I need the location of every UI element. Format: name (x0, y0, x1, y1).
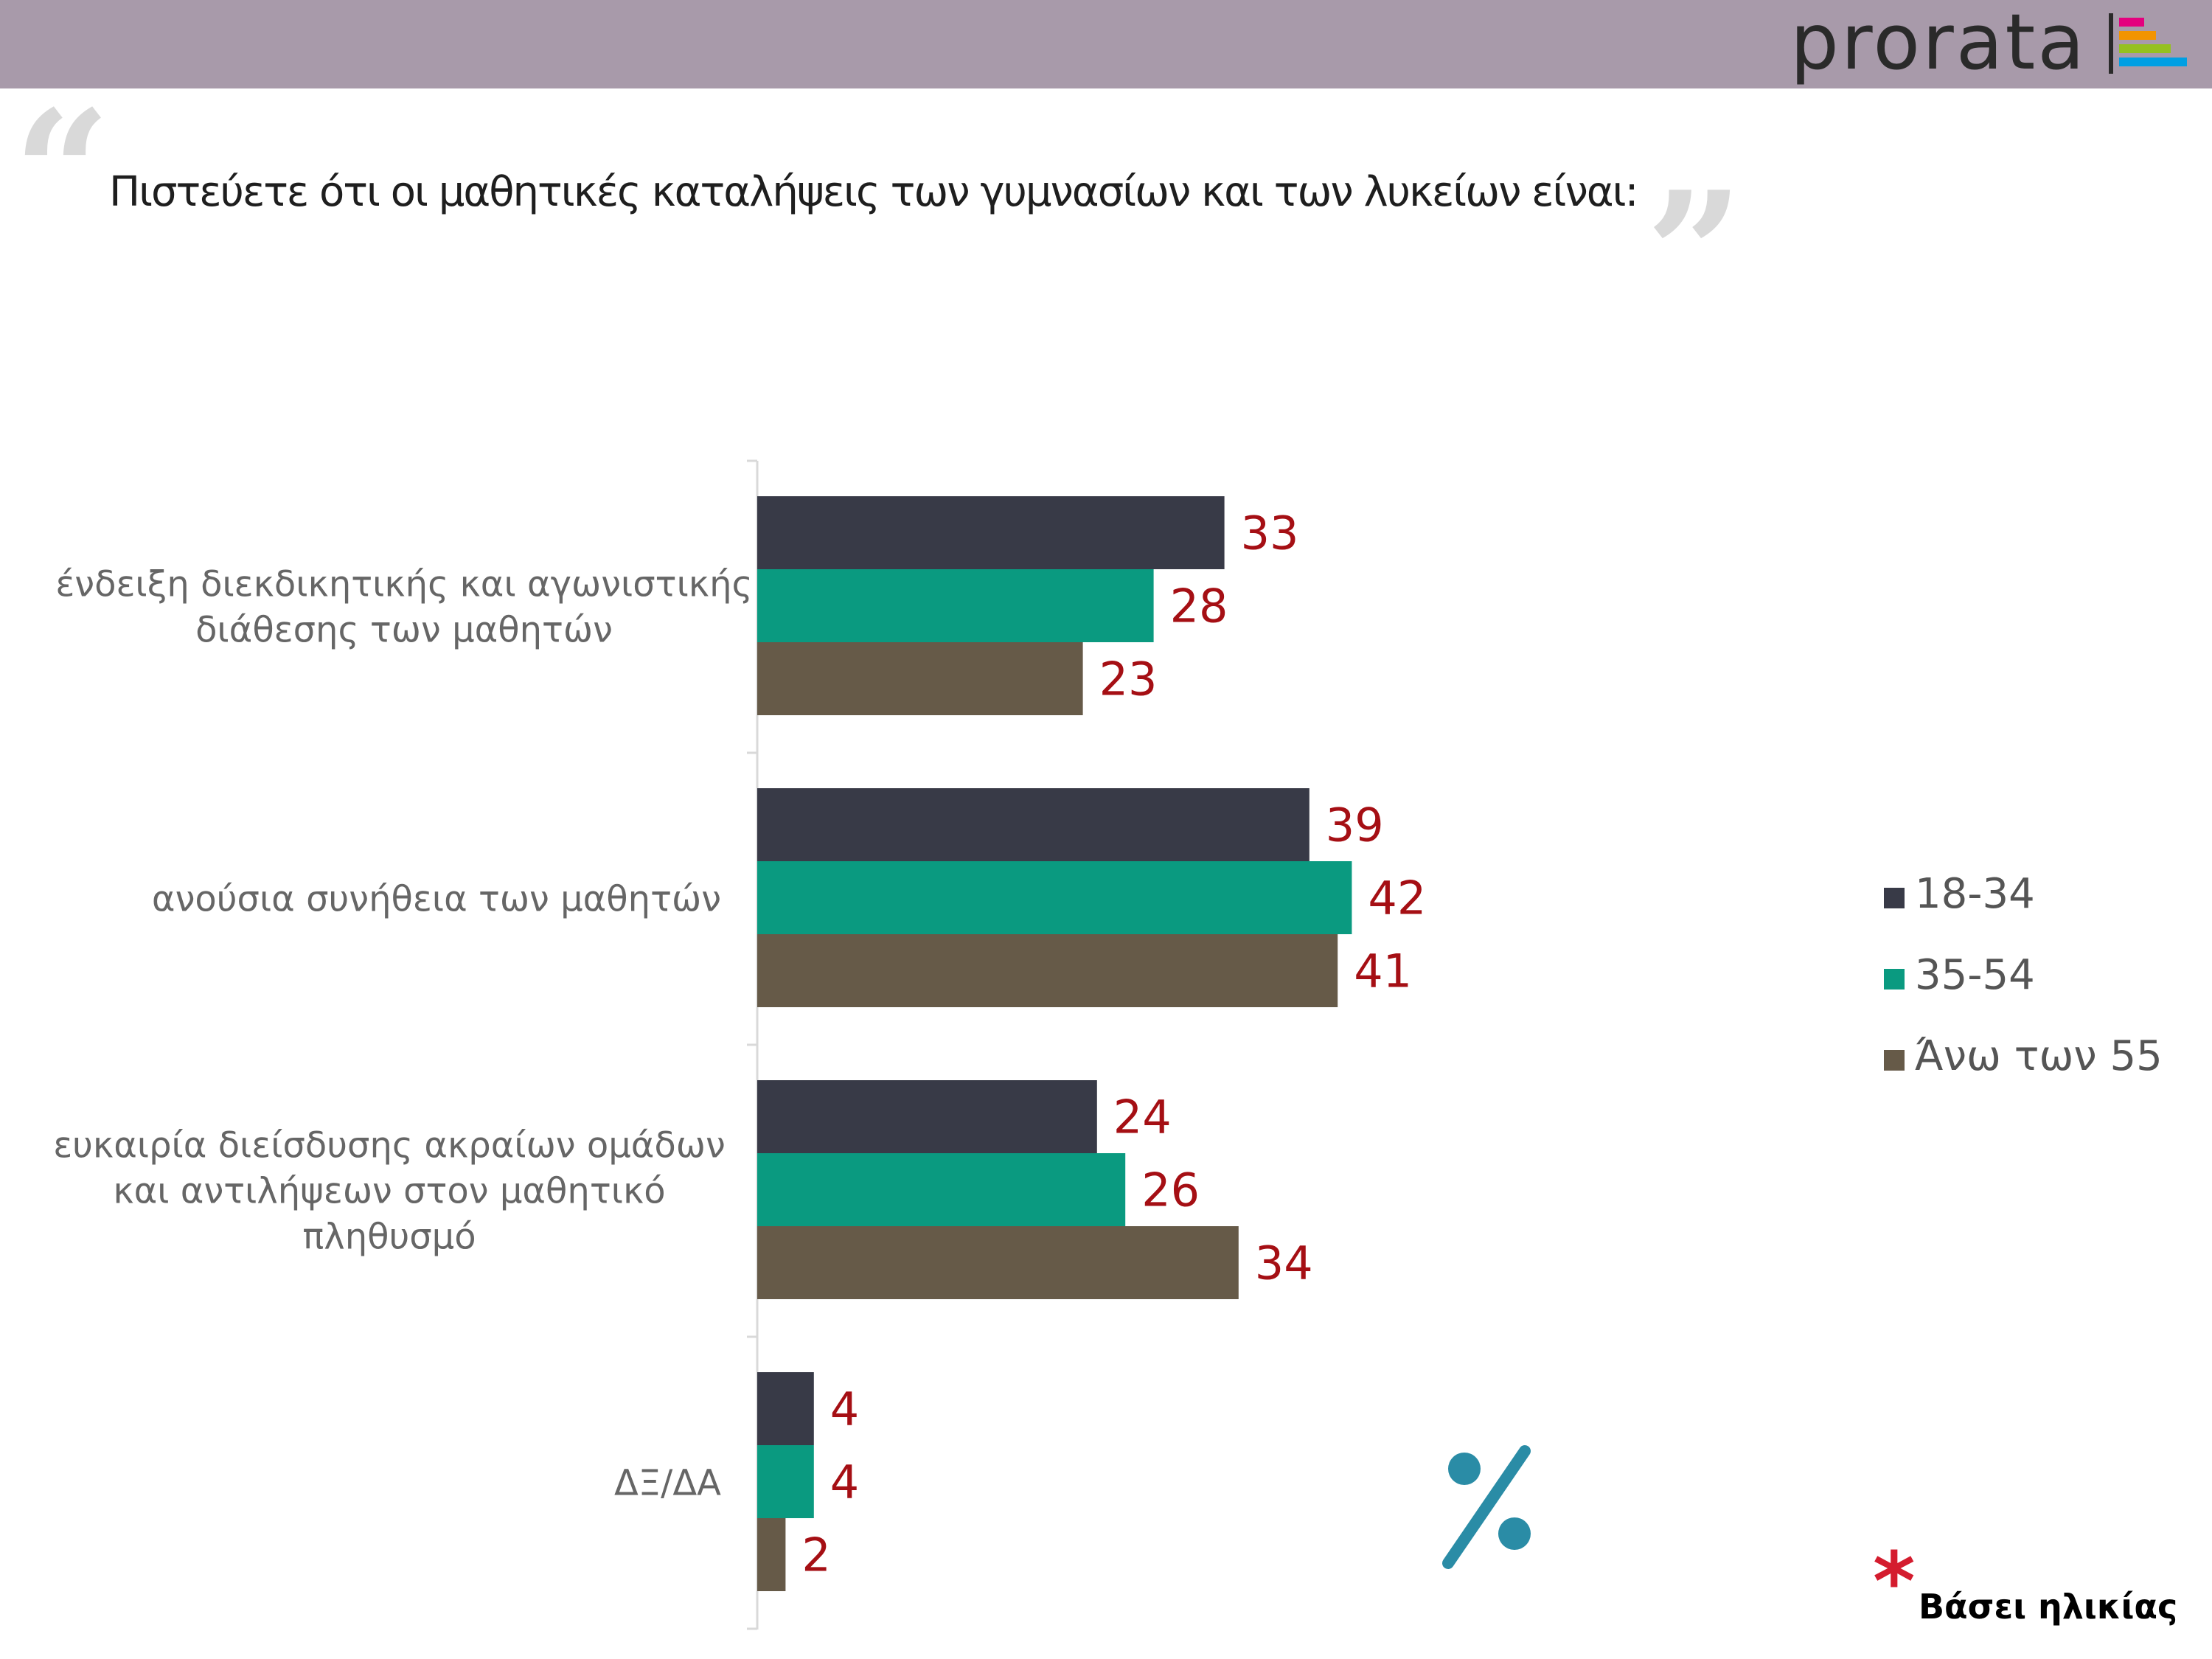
legend-swatch (1884, 969, 1905, 990)
data-label: 4 (830, 1382, 859, 1436)
bar (757, 642, 1083, 715)
percent-icon (1442, 1445, 1531, 1569)
data-label: 24 (1113, 1091, 1172, 1144)
bar (757, 1080, 1097, 1153)
category-label: ΔΞ/ΔΑ (614, 1463, 721, 1504)
bar (757, 1372, 814, 1445)
data-label: 41 (1354, 945, 1412, 998)
category-label: διάθεσης των μαθητών (195, 610, 613, 651)
asterisk-icon: * (1873, 1534, 1916, 1629)
logo-wordmark: prorata (1790, 0, 2087, 87)
bar (757, 788, 1310, 861)
bar (757, 1153, 1126, 1226)
data-label: 26 (1141, 1164, 1200, 1217)
category-label: πληθυσμό (302, 1217, 476, 1258)
data-label: 28 (1170, 580, 1228, 633)
bar (757, 861, 1352, 934)
legend-swatch (1884, 1050, 1905, 1071)
close-quote-icon: ” (1646, 155, 1744, 354)
open-quote-icon: “ (13, 74, 111, 273)
category-label: ένδειξη διεκδικητικής και αγωνιστικής (55, 564, 752, 605)
data-label: 34 (1255, 1237, 1313, 1290)
bar (757, 1518, 786, 1591)
data-label: 23 (1099, 653, 1158, 706)
legend-label: 35-54 (1915, 951, 2035, 999)
logo-mark-icon (2109, 13, 2187, 74)
bar (757, 496, 1225, 569)
data-label: 42 (1368, 872, 1426, 925)
legend-label: Άνω των 55 (1915, 1032, 2163, 1080)
data-label: 2 (801, 1528, 830, 1582)
bar (757, 1226, 1239, 1299)
category-label: ευκαιρία διείσδυσης ακραίων ομάδων (53, 1125, 726, 1166)
bar (757, 569, 1154, 642)
data-label: 33 (1241, 507, 1299, 560)
data-label: 4 (830, 1455, 859, 1509)
bar (757, 1445, 814, 1518)
legend-label: 18-34 (1915, 870, 2035, 918)
category-label: και αντιλήψεων στον μαθητικό (113, 1171, 665, 1212)
question-title: Πιστεύετε ότι οι μαθητικές καταλήψεις τω… (109, 168, 1638, 216)
footnote-text: Βάσει ηλικίας (1919, 1587, 2178, 1627)
category-label: ανούσια συνήθεια των μαθητών (152, 879, 721, 920)
data-label: 39 (1326, 799, 1384, 852)
header-bar: prorata (0, 0, 2212, 88)
legend-swatch (1884, 888, 1905, 908)
bar (757, 934, 1338, 1007)
